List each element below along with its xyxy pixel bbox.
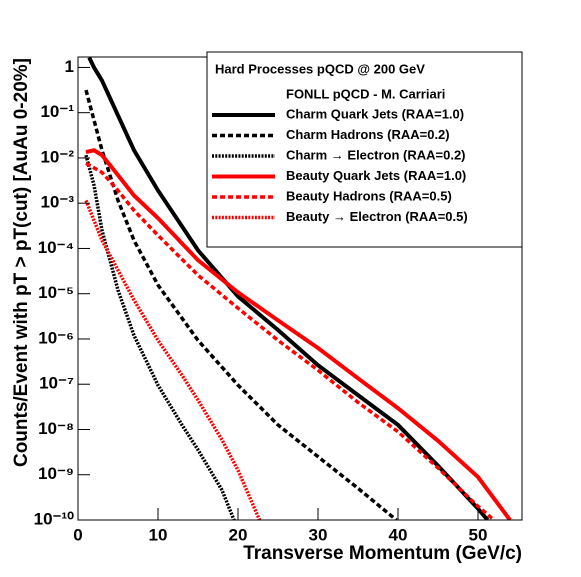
series-line [85,148,512,520]
series-line [85,161,496,520]
y-tick-label: 10⁻⁴ [38,238,74,257]
y-tick-label: 10⁻⁵ [38,283,74,302]
y-tick-label: 10⁻² [40,147,74,166]
y-tick-label: 10⁻¹ [40,102,74,121]
legend-subtitle: FONLL pQCD - M. Carriari [286,86,445,101]
legend-label: Charm → Electron (RAA=0.2) [286,147,466,162]
x-tick-label: 20 [229,525,248,544]
legend-label: Beauty → Electron (RAA=0.5) [286,209,468,224]
x-tick-label: 40 [389,525,408,544]
y-tick-label: 10⁻⁷ [39,374,74,393]
x-tick-label: 10 [149,525,168,544]
plot-area [84,57,512,520]
y-tick-label: 10⁻⁹ [38,464,74,483]
y-tick-label: 1 [65,57,74,76]
series-line [84,154,236,520]
y-tick-label: 10⁻¹⁰ [34,509,75,528]
legend-label: Beauty Quark Jets (RAA=1.0) [286,168,466,183]
series-line [84,199,262,520]
x-axis-title: Transverse Momentum (GeV/c) [243,543,522,564]
y-axis-title: Counts/Event with pT > pT(cut) [AuAu 0-2… [11,58,32,467]
x-tick-label: 50 [469,525,488,544]
legend-label: Charm Quark Jets (RAA=1.0) [286,106,464,121]
x-tick-label: 0 [73,525,82,544]
series-line [87,57,490,520]
y-tick-label: 10⁻⁶ [38,328,74,347]
legend-label: Beauty Hadrons (RAA=0.5) [286,188,452,203]
legend-box [206,51,523,248]
legend-title: Hard Processes pQCD @ 200 GeV [215,61,425,76]
legend-label: Charm Hadrons (RAA=0.2) [286,127,450,142]
y-tick-label: 10⁻³ [40,193,74,212]
x-tick-label: 30 [309,525,328,544]
y-tick-label: 10⁻⁸ [38,419,74,438]
